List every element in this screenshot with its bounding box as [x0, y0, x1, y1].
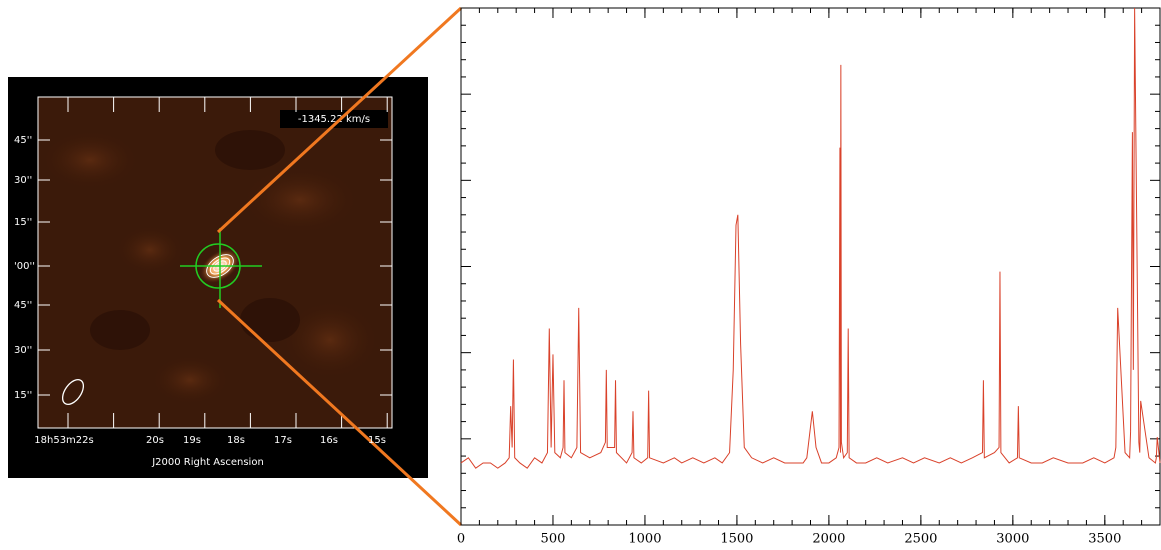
ra-label: 19s: [183, 435, 201, 446]
beam: [61, 378, 85, 406]
velocity-label: -1345.22 km/s: [298, 114, 370, 125]
plot-frame: [460, 7, 1161, 526]
x-tick-label: 2000: [812, 532, 845, 547]
zoom-line: [216, 298, 463, 527]
ra-label: 15s: [368, 435, 386, 446]
target-marker: [180, 228, 262, 308]
map-panel: -1345.22 km/s J2000 Right Ascension: [8, 77, 428, 478]
spectrum-line: [460, 7, 1161, 469]
ra-label: 20s: [146, 435, 164, 446]
dec-label: 15'': [14, 217, 32, 228]
x-tick-label: 3000: [996, 532, 1029, 547]
x-tick-label: 1500: [720, 532, 753, 547]
zoom-line: [216, 6, 463, 234]
ra-label: 16s: [320, 435, 338, 446]
spectrum-panel: 0 500 1000 1500 2000 2500 3000 3500: [457, 7, 1161, 547]
map-texture: [40, 130, 380, 405]
x-tick-label: 0: [457, 532, 465, 547]
x-tick-label: 3500: [1088, 532, 1121, 547]
x-tick-label: 2500: [904, 532, 937, 547]
dec-label: 15'': [14, 390, 32, 401]
dec-label: 45'': [14, 135, 32, 146]
velocity-box: [280, 110, 388, 128]
map-frame: [37, 96, 393, 429]
x-axis-label: J2000 Right Ascension: [151, 457, 264, 468]
ra-label: 17s: [274, 435, 292, 446]
dec-label: '00'': [14, 261, 35, 272]
dec-label: 45'': [14, 300, 32, 311]
ra-label: 18h53m22s: [34, 435, 93, 446]
dec-label: 30'': [14, 175, 32, 186]
contours: [206, 254, 234, 278]
dec-label: 30'': [14, 345, 32, 356]
ra-label: 18s: [227, 435, 245, 446]
x-tick-label: 500: [541, 532, 566, 547]
x-tick-label: 1000: [628, 532, 661, 547]
